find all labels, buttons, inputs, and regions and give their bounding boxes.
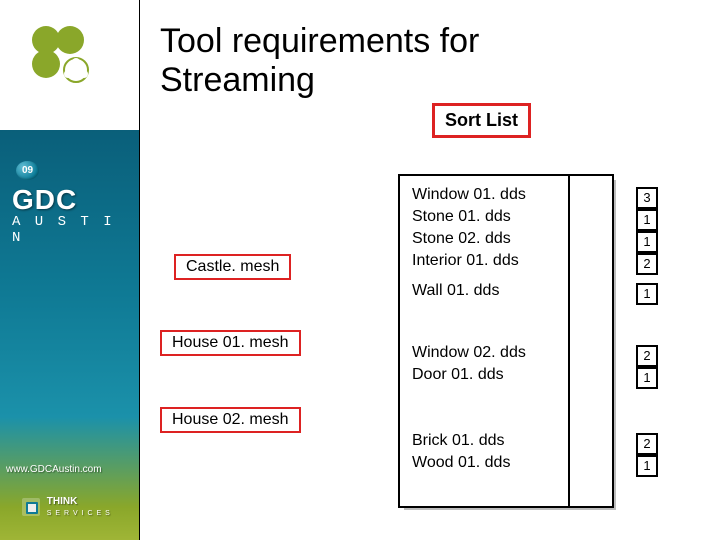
mesh-item-house02[interactable]: House 02. mesh [160,407,301,433]
dependency-label: Stone 02. dds [412,230,511,248]
dependency-label: Window 01. dds [412,186,526,204]
think-services-logo: THINK S E R V I C E S [22,496,111,518]
title-line1: Tool requirements for [160,22,479,60]
mesh-item-house01[interactable]: House 01. mesh [160,330,301,356]
sidebar-divider [139,0,140,540]
dependency-label: Stone 01. dds [412,208,511,226]
dependency-panel-divider [568,176,570,506]
sidebar-logo-top [0,0,140,130]
slide: 09 GDC A U S T I N www.GDCAustin.com THI… [0,0,720,540]
dependency-count: 1 [636,209,658,231]
logo-sub-text: A U S T I N [12,214,128,246]
year-badge: 09 [16,161,39,180]
mesh-item-castle[interactable]: Castle. mesh [174,254,291,280]
dependency-label: Window 02. dds [412,344,526,362]
conference-logo: 09 GDC A U S T I N [12,160,128,246]
dependency-count: 1 [636,231,658,253]
sort-list-button[interactable]: Sort List [432,103,531,138]
dependency-count: 2 [636,345,658,367]
dependency-label: Wood 01. dds [412,454,510,472]
logo-main-text: GDC [12,184,128,216]
think-line1: THINK [47,496,78,507]
dependency-count: 2 [636,433,658,455]
dependency-label: Interior 01. dds [412,252,519,270]
dependency-count: 1 [636,455,658,477]
dependency-label: Brick 01. dds [412,432,504,450]
dependency-count: 2 [636,253,658,275]
dependency-label: Wall 01. dds [412,282,499,300]
dependency-count: 1 [636,367,658,389]
page-title: Tool requirements for Streaming [160,22,479,100]
sidebar: 09 GDC A U S T I N www.GDCAustin.com THI… [0,0,140,540]
dependency-count: 1 [636,283,658,305]
clover-icon [28,22,100,94]
title-line2: Streaming [160,61,315,99]
think-icon [22,498,40,516]
conference-url: www.GDCAustin.com [6,464,102,475]
dependency-label: Door 01. dds [412,366,504,384]
think-line2: S E R V I C E S [47,510,111,517]
dependency-count: 3 [636,187,658,209]
